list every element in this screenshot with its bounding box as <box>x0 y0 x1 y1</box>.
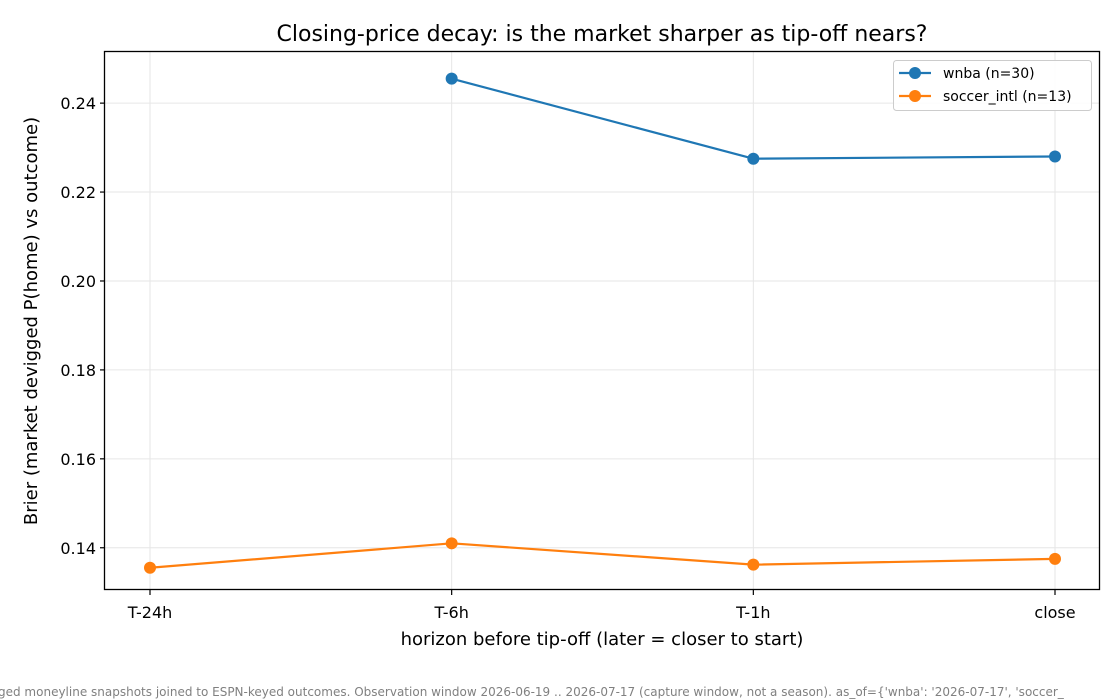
y-tick-label: 0.14 <box>60 539 96 558</box>
x-tick-label: close <box>1034 603 1075 622</box>
x-tick-label: T-1h <box>735 603 770 622</box>
data-point <box>445 537 458 550</box>
y-tick-label: 0.18 <box>60 361 96 380</box>
data-point <box>445 72 458 85</box>
series-layer <box>144 72 1061 574</box>
y-tick-label: 0.24 <box>60 94 96 113</box>
series-line <box>148 542 1057 569</box>
legend-marker <box>909 67 921 79</box>
data-point <box>747 558 760 571</box>
y-axis-ticks: 0.14 0.16 0.18 0.20 0.22 0.24 <box>60 94 105 558</box>
data-point <box>747 152 760 165</box>
y-axis-label: Brier (market devigged P(home) vs outcom… <box>21 117 42 525</box>
chart-title: Closing-price decay: is the market sharp… <box>277 22 928 47</box>
series-1 <box>144 537 1061 574</box>
legend-label: wnba (n=30) <box>943 66 1035 82</box>
plot-frame <box>103 50 1101 591</box>
series-0 <box>445 72 1061 165</box>
legend-label: soccer_intl (n=13) <box>943 89 1072 105</box>
x-axis-label: horizon before tip-off (later = closer t… <box>401 629 804 650</box>
legend-box <box>893 60 1092 111</box>
x-tick-label: T-6h <box>433 603 468 622</box>
x-tick-label: T-24h <box>127 603 173 622</box>
y-tick-label: 0.22 <box>60 183 96 202</box>
y-tick-label: 0.20 <box>60 272 96 291</box>
x-axis-ticks: T-24h T-6h T-1h close <box>127 590 1076 622</box>
legend: wnba (n=30) soccer_intl (n=13) <box>893 60 1092 111</box>
legend-marker <box>909 90 921 102</box>
data-point <box>144 561 156 574</box>
data-point <box>1049 150 1061 163</box>
data-point <box>1049 552 1061 565</box>
footnote: ged moneyline snapshots joined to ESPN-k… <box>0 685 1065 699</box>
y-tick-label: 0.16 <box>60 450 96 469</box>
